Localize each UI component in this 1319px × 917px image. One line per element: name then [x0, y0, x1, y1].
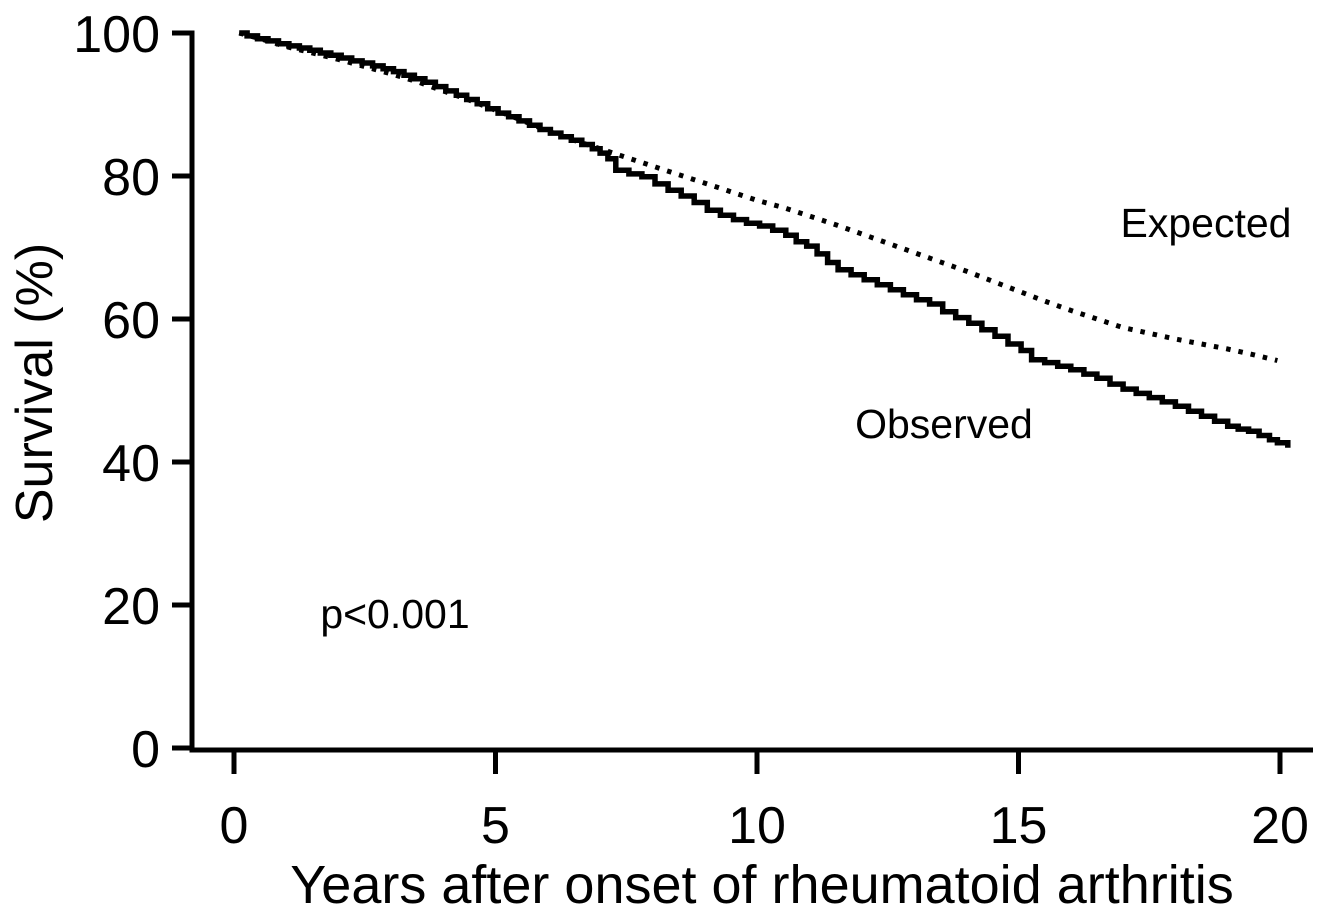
x-tick-label: 0 [220, 797, 249, 855]
y-tick-label: 60 [102, 292, 160, 350]
x-tick-label: 5 [481, 797, 510, 855]
axes: 0 20 40 60 80 100 0 5 10 15 20 [73, 6, 1313, 855]
y-tick-label: 40 [102, 435, 160, 493]
observed-curve [239, 30, 1291, 448]
x-tick-label: 15 [990, 797, 1048, 855]
y-tick-label: 0 [131, 721, 160, 779]
p-value-annotation: p<0.001 [320, 591, 469, 637]
y-axis-title: Survival (%) [6, 243, 64, 523]
y-axis-ticks: 0 20 40 60 80 100 [73, 6, 195, 779]
x-tick-label: 20 [1251, 797, 1309, 855]
y-tick-label: 80 [102, 149, 160, 207]
y-tick-label: 20 [102, 578, 160, 636]
y-tick-label: 100 [73, 6, 160, 64]
x-tick-label: 10 [728, 797, 786, 855]
x-axis-ticks: 0 5 10 15 20 [220, 750, 1309, 855]
x-axis-title: Years after onset of rheumatoid arthriti… [290, 855, 1234, 915]
expected-curve-label: Expected [1121, 200, 1292, 246]
observed-curve-label: Observed [855, 401, 1033, 447]
expected-curve [238, 30, 1278, 363]
